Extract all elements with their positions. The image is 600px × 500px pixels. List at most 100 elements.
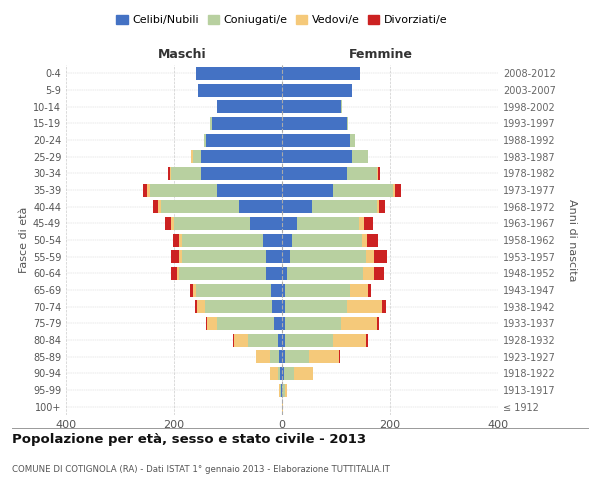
Bar [282,134,349,146]
Bar [196,284,271,296]
Bar [272,300,282,313]
Bar [282,384,285,396]
Bar [217,184,282,196]
Bar [292,234,362,246]
Bar [172,267,176,280]
Bar [239,200,282,213]
Bar [195,300,197,313]
Bar [352,150,368,163]
Bar [179,250,182,263]
Bar [282,284,285,296]
Bar [193,284,196,296]
Bar [256,350,269,363]
Bar [278,334,282,346]
Bar [349,134,355,146]
Bar [208,317,217,330]
Bar [282,350,285,363]
Text: COMUNE DI COTIGNOLA (RA) - Dati ISTAT 1° gennaio 2013 - Elaborazione TUTTITALIA.: COMUNE DI COTIGNOLA (RA) - Dati ISTAT 1°… [12,466,390,474]
Bar [280,350,282,363]
Text: Maschi: Maschi [158,48,207,62]
Bar [150,184,217,196]
Bar [366,334,368,346]
Bar [285,384,287,396]
Y-axis label: Fasce di età: Fasce di età [19,207,29,273]
Bar [367,234,378,246]
Bar [374,267,383,280]
Bar [366,250,374,263]
Bar [290,250,366,263]
Bar [158,200,161,213]
Bar [282,67,360,80]
Bar [341,317,377,330]
Bar [201,167,282,180]
Bar [282,167,347,180]
Bar [212,117,282,130]
Bar [347,300,382,313]
Bar [297,217,359,230]
Bar [176,267,179,280]
Bar [182,234,263,246]
Bar [172,250,179,263]
Bar [285,284,349,296]
Bar [233,334,235,346]
Bar [347,167,377,180]
Bar [179,234,182,246]
Bar [282,84,352,96]
Bar [274,317,282,330]
Bar [282,200,312,213]
Bar [280,367,282,380]
Bar [250,217,282,230]
Bar [282,100,341,113]
Bar [204,134,206,146]
Bar [197,300,205,313]
Bar [392,184,395,196]
Bar [206,317,208,330]
Bar [172,217,174,230]
Bar [165,217,172,230]
Bar [190,284,193,296]
Text: Femmine: Femmine [349,48,413,62]
Bar [309,350,338,363]
Bar [235,334,248,346]
Bar [217,317,274,330]
Bar [363,267,374,280]
Text: Popolazione per età, sesso e stato civile - 2013: Popolazione per età, sesso e stato civil… [12,432,366,446]
Bar [368,284,371,296]
Bar [271,284,282,296]
Bar [266,267,282,280]
Bar [266,250,282,263]
Bar [210,117,212,130]
Bar [161,200,239,213]
Bar [282,267,287,280]
Bar [364,217,373,230]
Bar [282,317,285,330]
Bar [174,217,250,230]
Bar [191,150,193,163]
Bar [173,234,179,246]
Bar [295,367,313,380]
Bar [377,167,378,180]
Bar [282,367,284,380]
Bar [282,184,334,196]
Bar [193,150,201,163]
Bar [362,234,367,246]
Bar [147,184,150,196]
Bar [285,350,309,363]
Bar [205,300,272,313]
Bar [341,100,343,113]
Bar [377,200,379,213]
Bar [382,300,386,313]
Bar [334,334,366,346]
Bar [282,334,285,346]
Bar [279,384,280,396]
Bar [285,300,347,313]
Bar [248,334,278,346]
Legend: Celibi/Nubili, Coniugati/e, Vedovi/e, Divorziati/e: Celibi/Nubili, Coniugati/e, Vedovi/e, Di… [112,10,452,30]
Bar [282,234,292,246]
Bar [338,350,340,363]
Bar [263,234,282,246]
Bar [377,317,379,330]
Bar [201,150,282,163]
Bar [282,217,297,230]
Bar [378,167,380,180]
